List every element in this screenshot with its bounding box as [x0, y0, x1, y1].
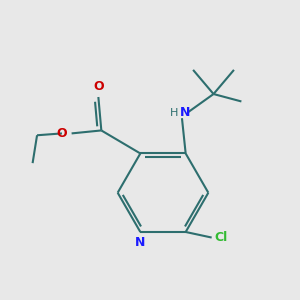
- Text: O: O: [56, 127, 67, 140]
- Text: N: N: [135, 236, 146, 249]
- Text: Cl: Cl: [214, 231, 227, 244]
- Text: H: H: [169, 108, 178, 118]
- Text: N: N: [180, 106, 190, 119]
- Text: O: O: [93, 80, 104, 93]
